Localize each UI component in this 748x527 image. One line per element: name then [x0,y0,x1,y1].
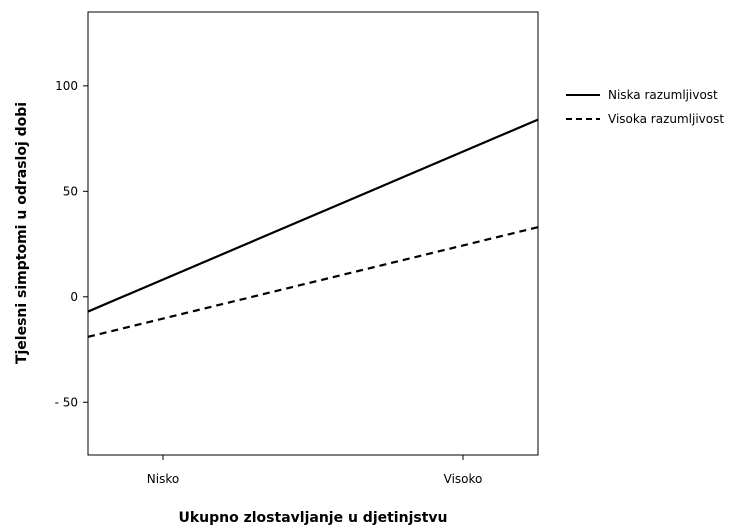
y-tick-label: 50 [63,184,78,198]
series-line-niska [87,118,539,313]
x-tick-label: Nisko [147,472,179,486]
legend-label: Niska razumljivost [608,88,718,102]
x-tick-label: Visoko [444,472,483,486]
y-tick-label: 0 [70,290,78,304]
legend: Niska razumljivost Visoka razumljivost [566,88,724,126]
series-lines [87,118,539,338]
x-axis-ticks: Nisko Visoko [147,455,483,486]
series-line-visoka [87,226,539,338]
plot-frame [87,11,539,456]
y-axis-title: Tjelesni simptomi u odrasloj dobi [14,102,30,364]
y-tick-label: 100 [55,79,78,93]
y-axis-ticks: - 50 0 50 100 [55,79,88,409]
legend-label: Visoka razumljivost [608,112,724,126]
x-axis-title: Ukupno zlostavljanje u djetinjstvu [178,510,447,526]
y-tick-label: - 50 [55,395,78,409]
